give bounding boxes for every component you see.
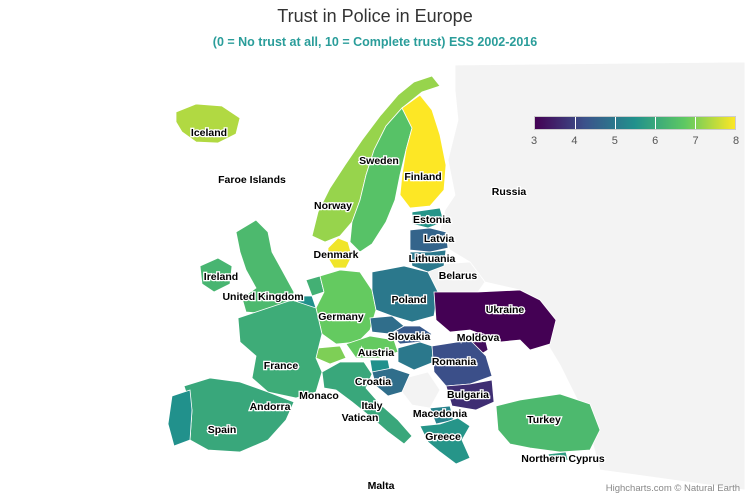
label-lithuania: Lithuania xyxy=(409,253,456,265)
label-bulgaria: Bulgaria xyxy=(447,389,489,401)
label-germany: Germany xyxy=(318,311,364,323)
label-finland: Finland xyxy=(404,171,441,183)
region-portugal[interactable] xyxy=(167,389,193,447)
legend-tick-label: 3 xyxy=(530,135,538,147)
region-poland[interactable] xyxy=(371,265,439,323)
credits-link[interactable]: Highcharts.com © Natural Earth xyxy=(605,483,740,494)
label-sweden: Sweden xyxy=(359,155,399,167)
legend-tick-label: 6 xyxy=(652,135,659,147)
label-estonia: Estonia xyxy=(413,214,451,226)
label-ukraine: Ukraine xyxy=(486,304,525,316)
label-austria: Austria xyxy=(358,347,394,359)
label-russia: Russia xyxy=(492,186,527,198)
region-iceland[interactable] xyxy=(175,103,241,144)
legend-tick-label: 4 xyxy=(571,135,578,147)
region-italy[interactable] xyxy=(321,361,413,445)
label-croatia: Croatia xyxy=(355,376,391,388)
region-latvia[interactable] xyxy=(409,227,449,253)
legend-gradient-bar xyxy=(534,116,736,130)
region-bulgaria[interactable] xyxy=(445,379,495,411)
label-moldova: Moldova xyxy=(457,332,500,344)
map-subtitle: (0 = No trust at all, 10 = Complete trus… xyxy=(212,35,538,49)
region-estonia[interactable] xyxy=(411,207,445,229)
legend-tick-label: 5 xyxy=(611,135,618,147)
label-turkey: Turkey xyxy=(527,414,561,426)
region-hungary[interactable] xyxy=(397,341,435,371)
label-latvia: Latvia xyxy=(424,233,455,245)
legend-tick-mark xyxy=(615,117,616,129)
legend-tick-label: 7 xyxy=(692,135,699,147)
region-slovakia[interactable] xyxy=(389,325,433,345)
label-italy: Italy xyxy=(361,400,382,412)
map-title: Trust in Police in Europe xyxy=(277,6,473,26)
label-iceland: Iceland xyxy=(191,127,227,139)
label-belarus: Belarus xyxy=(439,270,478,282)
legend-tick-mark xyxy=(695,117,696,129)
label-northern-cyprus: Northern Cyprus xyxy=(521,453,605,465)
region-greece[interactable] xyxy=(419,417,471,465)
label-spain: Spain xyxy=(208,424,237,436)
region-croatia[interactable] xyxy=(371,367,411,397)
region-cyprus[interactable] xyxy=(547,451,569,463)
region-romania[interactable] xyxy=(431,339,493,387)
region-france[interactable] xyxy=(237,299,323,399)
label-romania: Romania xyxy=(432,356,477,368)
label-norway: Norway xyxy=(314,200,352,212)
label-vatican: Vatican xyxy=(342,412,379,424)
label-france: France xyxy=(264,360,299,372)
legend-tick-mark xyxy=(655,117,656,129)
region-ukraine[interactable] xyxy=(433,289,557,351)
label-slovakia: Slovakia xyxy=(388,331,431,343)
label-macedonia: Macedonia xyxy=(413,408,467,420)
label-united-kingdom: United Kingdom xyxy=(222,291,303,303)
region-lithuania[interactable] xyxy=(409,249,447,273)
label-denmark: Denmark xyxy=(314,249,359,261)
label-faroe-islands: Faroe Islands xyxy=(218,174,286,186)
region-switzerland[interactable] xyxy=(315,345,347,365)
legend-tick-mark xyxy=(575,117,576,129)
region-turkey[interactable] xyxy=(495,393,601,453)
label-andorra: Andorra xyxy=(250,401,291,413)
color-legend: 3 4 5 6 7 8 xyxy=(530,116,740,151)
region-ireland[interactable] xyxy=(199,257,233,293)
region-denmark[interactable] xyxy=(327,237,353,269)
legend-tick-label: 8 xyxy=(732,135,740,147)
label-monaco: Monaco xyxy=(299,390,339,402)
label-greece: Greece xyxy=(425,431,461,443)
label-malta: Malta xyxy=(368,480,395,492)
region-finland[interactable] xyxy=(399,94,447,209)
label-ireland: Ireland xyxy=(204,271,238,283)
label-poland: Poland xyxy=(391,294,426,306)
legend-tick-labels: 3 4 5 6 7 8 xyxy=(530,135,740,151)
region-germany[interactable] xyxy=(315,269,377,345)
